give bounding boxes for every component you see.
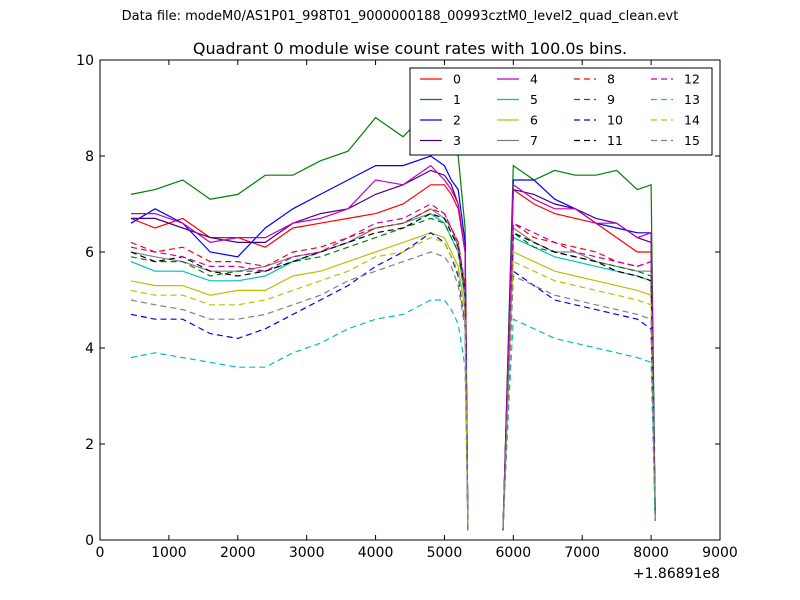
x-tick-label-3000: 3000: [289, 545, 325, 561]
legend-label-0: 0: [453, 72, 461, 87]
y-tick-label-4: 4: [85, 341, 94, 357]
x-tick-label-1000: 1000: [151, 545, 187, 561]
series-11-line-0: [130, 212, 469, 531]
legend-label-14: 14: [684, 113, 700, 128]
series-0-line-1: [502, 188, 656, 531]
y-tick-label-8: 8: [85, 149, 94, 165]
series-4-line-0: [131, 164, 469, 531]
series-10-line-1: [502, 270, 656, 531]
series-12-line-1: [502, 222, 656, 531]
legend-label-1: 1: [453, 92, 461, 107]
x-tick-label-8000: 8000: [633, 545, 669, 561]
series-9-line-0: [130, 217, 469, 531]
x-tick-label-9000: 9000: [702, 545, 738, 561]
series-3-line-1: [502, 188, 656, 531]
legend-label-13: 13: [684, 92, 700, 107]
data-file-suptitle: Data file: modeM0/AS1P01_998T01_90000001…: [121, 9, 679, 24]
chart-title: Quadrant 0 module wise count rates with …: [193, 39, 627, 58]
legend-label-10: 10: [607, 113, 623, 128]
series-14-line-1: [502, 260, 656, 531]
series-1-line-1: [502, 164, 656, 531]
legend-label-8: 8: [607, 72, 615, 87]
x-offset-label: +1.86891e8: [633, 566, 720, 582]
series-13-line-1: [502, 318, 656, 531]
series-4-line-1: [502, 183, 656, 531]
axis-ticks: 0 1000 2000 3000 4000 5000 6000 7000 8000 9000 0 2 4…: [76, 53, 738, 561]
series-2-line-0: [130, 155, 469, 531]
y-tick-label-2: 2: [85, 437, 94, 453]
x-tick-label-2000: 2000: [220, 545, 256, 561]
legend-label-11: 11: [607, 133, 623, 148]
legend-label-3: 3: [453, 133, 461, 148]
series-10-line-0: [130, 232, 469, 531]
series-2: [130, 155, 656, 531]
plot-area-frame: [99, 59, 721, 541]
series-7-line-0: [130, 208, 469, 531]
series-13-line-0: [130, 299, 469, 531]
x-tick-label-0: 0: [96, 545, 105, 561]
series-15-line-1: [502, 275, 656, 531]
series-10: [130, 232, 656, 531]
x-tick-label-7000: 7000: [564, 545, 600, 561]
y-tick-label-6: 6: [85, 245, 94, 261]
x-tick-label-5000: 5000: [427, 545, 463, 561]
series-11: [130, 212, 656, 531]
legend-label-12: 12: [684, 72, 700, 87]
series-14: [130, 236, 656, 531]
legend-label-15: 15: [684, 133, 700, 148]
series-13: [130, 299, 656, 531]
series-15-line-0: [130, 251, 469, 531]
series-6-line-1: [502, 251, 656, 531]
series-12: [130, 203, 656, 531]
legend-label-9: 9: [607, 92, 615, 107]
legend-label-5: 5: [530, 92, 538, 107]
series-12-line-0: [130, 203, 469, 531]
series-4: [131, 164, 656, 531]
series-layer: [130, 107, 656, 531]
series-7-line-1: [502, 226, 656, 531]
legend-label-2: 2: [453, 113, 461, 128]
series-14-line-0: [130, 236, 469, 531]
x-tick-label-6000: 6000: [496, 545, 532, 561]
series-6-line-0: [130, 232, 469, 531]
legend-label-7: 7: [530, 133, 538, 148]
y-tick-label-10: 10: [76, 53, 94, 69]
legend-label-4: 4: [530, 72, 538, 87]
series-8-line-1: [502, 222, 656, 531]
legend-label-6: 6: [530, 113, 538, 128]
y-tick-label-0: 0: [85, 533, 94, 549]
x-tick-label-4000: 4000: [358, 545, 394, 561]
series-15: [130, 251, 656, 531]
series-0: [130, 184, 656, 531]
series-6: [130, 232, 656, 531]
series-11-line-1: [502, 231, 656, 531]
series-0-line-0: [130, 184, 469, 531]
series-5-line-1: [502, 236, 656, 531]
